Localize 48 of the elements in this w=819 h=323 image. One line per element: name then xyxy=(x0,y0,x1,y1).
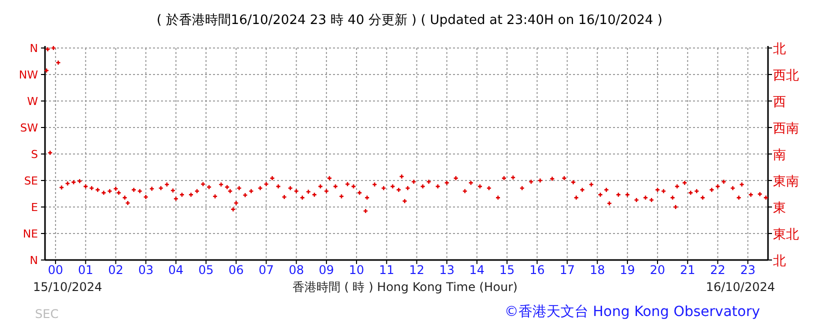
x-tick-label: 20 xyxy=(650,263,666,277)
text: SEC xyxy=(35,307,59,321)
x-tick-label: 16 xyxy=(529,263,545,277)
text: 16/10/2024 xyxy=(706,280,775,294)
x-tick-label: 03 xyxy=(138,263,154,277)
x-tick-label: 13 xyxy=(439,263,454,277)
text: 西北 xyxy=(773,68,799,84)
text: 東南 xyxy=(773,174,799,190)
x-tick-label: 12 xyxy=(409,263,424,277)
text: S xyxy=(31,148,38,161)
x-tick-label: 07 xyxy=(258,263,274,277)
x-tick-label: 11 xyxy=(378,263,394,277)
text: NW xyxy=(18,68,38,82)
text: SW xyxy=(20,122,38,134)
x-tick-label: 08 xyxy=(288,263,304,277)
x-tick-label: 22 xyxy=(710,263,726,277)
x-tick-label: 06 xyxy=(228,263,244,277)
text: N xyxy=(30,254,38,267)
text: 西南 xyxy=(773,122,799,136)
x-tick-label: 23 xyxy=(740,263,756,277)
chart-title: ( 於香港時間16/10/2024 23 時 40 分更新 ) ( Updated at 23:40H on 16/10/2024 ) xyxy=(156,13,662,28)
text: NE xyxy=(22,228,38,240)
x-axis-title: 香港時間 ( 時 ) Hong Kong Time (Hour) xyxy=(292,280,518,294)
text: 15/10/2024 xyxy=(33,280,102,294)
text: SE xyxy=(24,174,38,188)
x-tick-label: 00 xyxy=(48,263,64,277)
text: 東北 xyxy=(773,228,799,242)
text: ©香港天文台 Hong Kong Observatory xyxy=(504,304,760,320)
x-tick-label: 01 xyxy=(78,263,94,277)
text: N xyxy=(30,42,38,55)
text: 東 xyxy=(773,201,786,216)
x-tick-label: 21 xyxy=(680,263,696,277)
x-tick-label: 15 xyxy=(499,263,515,277)
x-tick-label: 02 xyxy=(108,263,124,277)
x-tick-label: 14 xyxy=(469,263,485,277)
x-tick-label: 04 xyxy=(168,263,184,277)
text: W xyxy=(27,95,38,108)
x-tick-label: 10 xyxy=(348,263,364,277)
x-tick-label: 05 xyxy=(198,263,214,277)
x-tick-label: 17 xyxy=(560,263,575,277)
x-tick-label: 19 xyxy=(620,263,636,277)
text: 北 xyxy=(773,42,786,57)
text: 西 xyxy=(773,95,786,110)
x-tick-label: 09 xyxy=(318,263,334,277)
x-tick-label: 18 xyxy=(590,263,605,277)
text: 北 xyxy=(773,254,786,269)
text: E xyxy=(31,201,38,214)
text: 南 xyxy=(773,148,786,163)
